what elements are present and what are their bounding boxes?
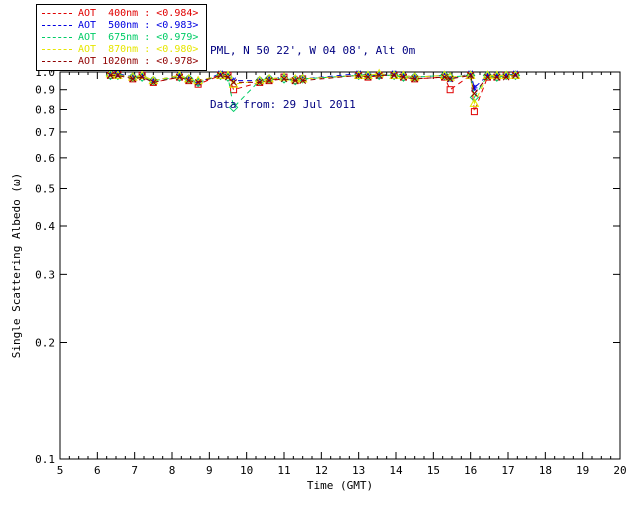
svg-text:10: 10 [240,464,253,477]
x-axis-label: Time (GMT) [307,479,373,492]
svg-text:0.5: 0.5 [35,182,55,195]
svg-text:18: 18 [539,464,552,477]
series-aot-1020nm [107,72,519,97]
svg-text:15: 15 [427,464,440,477]
svg-text:8: 8 [169,464,176,477]
svg-text:9: 9 [206,464,213,477]
legend-line-sample-675nm [42,37,72,38]
chart-header: PML, N 50 22', W 04 08', Alt 0m Data fro… [210,6,415,150]
site-info: PML, N 50 22', W 04 08', Alt 0m [210,44,416,57]
svg-text:0.8: 0.8 [35,104,55,117]
svg-text:0.6: 0.6 [35,152,55,165]
legend-item-label: AOT 400nm : <0.984> [78,8,199,19]
legend-item-500nm: AOT 500nm : <0.983> [42,20,198,31]
svg-text:19: 19 [576,464,589,477]
tick-labels: 5 6 7 8 9 10 11 12 13 14 15 16 17 18 19 20 0.1 0.2 0.3 0.4 0… [10,66,627,492]
data-date: Data from: 29 Jul 2011 [210,98,356,111]
svg-text:0.2: 0.2 [35,337,55,350]
svg-text:5: 5 [57,464,64,477]
svg-text:11: 11 [277,464,290,477]
svg-text:16: 16 [464,464,477,477]
legend-item-label: AOT 1020nm : <0.978> [78,56,199,67]
legend-item-400nm: AOT 400nm : <0.984> [42,8,198,19]
legend-item-870nm: AOT 870nm : <0.980> [42,44,198,55]
legend-item-label: AOT 675nm : <0.979> [78,32,199,43]
svg-text:0.1: 0.1 [35,453,55,466]
svg-text:0.3: 0.3 [35,268,55,281]
svg-text:7: 7 [131,464,138,477]
svg-text:6: 6 [94,464,101,477]
legend-item-label: AOT 870nm : <0.980> [78,44,199,55]
svg-text:0.7: 0.7 [35,126,55,139]
svg-text:12: 12 [315,464,328,477]
svg-text:20: 20 [613,464,626,477]
legend-line-sample-1020nm [42,61,72,62]
legend-line-sample-500nm [42,25,72,26]
svg-text:13: 13 [352,464,365,477]
svg-text:17: 17 [501,464,514,477]
legend-line-sample-400nm [42,13,72,14]
svg-text:0.9: 0.9 [35,84,55,97]
axes [59,71,621,460]
legend-line-sample-870nm [42,49,72,50]
legend-item-1020nm: AOT 1020nm : <0.978> [42,56,198,67]
svg-text:0.4: 0.4 [35,220,55,233]
svg-text:14: 14 [389,464,403,477]
legend-item-label: AOT 500nm : <0.983> [78,20,199,31]
legend-item-675nm: AOT 675nm : <0.979> [42,32,198,43]
chart-legend: AOT 400nm : <0.984> AOT 500nm : <0.983> … [36,4,208,71]
y-axis-label: Single Scattering Albedo (ω) [10,173,23,358]
